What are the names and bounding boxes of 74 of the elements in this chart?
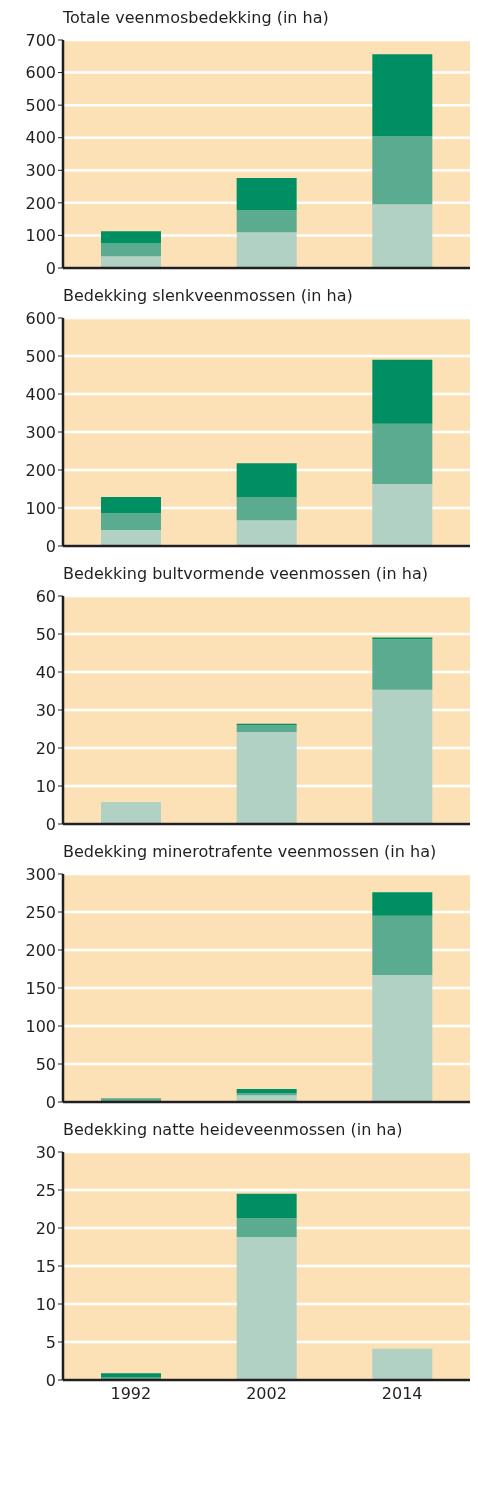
y-tick-label: 100 bbox=[25, 498, 56, 518]
bar bbox=[372, 204, 433, 268]
bar bbox=[236, 178, 297, 211]
y-tick-label: 0 bbox=[45, 536, 56, 556]
y-tick-label: 25 bbox=[35, 1180, 56, 1200]
bar bbox=[236, 1237, 297, 1380]
bar bbox=[236, 732, 297, 824]
y-tick-label: 700 bbox=[25, 30, 56, 50]
y-tick-label: 400 bbox=[25, 384, 56, 404]
y-tick-label: 30 bbox=[35, 1142, 56, 1162]
bar bbox=[372, 423, 433, 485]
chart-title: Bedekking slenkveenmossen (in ha) bbox=[63, 286, 354, 307]
bar bbox=[100, 530, 161, 546]
bar bbox=[236, 232, 297, 268]
y-tick-label: 500 bbox=[25, 95, 56, 115]
bar bbox=[236, 496, 297, 521]
y-tick-label: 400 bbox=[25, 128, 56, 148]
bar bbox=[236, 210, 297, 233]
chart-title: Bedekking bultvormende veenmossen (in ha) bbox=[63, 564, 429, 585]
y-tick-label: 200 bbox=[25, 940, 56, 960]
bar bbox=[100, 513, 161, 531]
y-tick-label: 0 bbox=[45, 1370, 56, 1390]
bar bbox=[372, 639, 433, 690]
y-tick-label: 15 bbox=[35, 1256, 56, 1276]
y-tick-label: 150 bbox=[25, 978, 56, 998]
chart-title: Totale veenmosbedekking (in ha) bbox=[63, 8, 330, 29]
chart-title: Bedekking natte heideveenmossen (in ha) bbox=[63, 1120, 404, 1141]
bar bbox=[372, 975, 433, 1102]
y-tick-label: 10 bbox=[35, 776, 56, 796]
bar bbox=[236, 520, 297, 546]
y-tick-label: 200 bbox=[25, 460, 56, 480]
x-tick-label: 2002 bbox=[246, 1384, 287, 1404]
bar bbox=[236, 463, 297, 497]
chart-title: Bedekking minerotrafente veenmossen (in ha) bbox=[63, 842, 438, 863]
y-tick-label: 300 bbox=[25, 864, 56, 884]
y-tick-label: 40 bbox=[35, 662, 56, 682]
x-tick-label: 1992 bbox=[110, 1384, 152, 1404]
bar bbox=[100, 242, 161, 257]
y-tick-label: 300 bbox=[25, 160, 56, 180]
y-tick-label: 5 bbox=[45, 1332, 56, 1352]
bar bbox=[372, 892, 433, 916]
y-tick-label: 30 bbox=[35, 700, 56, 720]
bar bbox=[100, 231, 161, 243]
bar bbox=[372, 689, 433, 824]
y-tick-label: 50 bbox=[35, 1054, 56, 1074]
y-tick-label: 20 bbox=[35, 738, 56, 758]
y-tick-label: 500 bbox=[25, 346, 56, 366]
bar bbox=[372, 359, 433, 424]
y-tick-label: 100 bbox=[25, 226, 56, 246]
bar bbox=[236, 1218, 297, 1238]
y-tick-label: 0 bbox=[45, 814, 56, 834]
y-tick-label: 50 bbox=[35, 624, 56, 644]
y-tick-label: 100 bbox=[25, 1016, 56, 1036]
x-tick-label: 2014 bbox=[381, 1384, 423, 1404]
bar bbox=[100, 496, 161, 514]
y-tick-label: 20 bbox=[35, 1218, 56, 1238]
y-tick-label: 600 bbox=[25, 308, 56, 328]
y-tick-label: 300 bbox=[25, 422, 56, 442]
y-tick-label: 10 bbox=[35, 1294, 56, 1314]
bar bbox=[372, 54, 433, 137]
y-tick-label: 60 bbox=[35, 586, 56, 606]
bar bbox=[372, 484, 433, 546]
y-tick-label: 250 bbox=[25, 902, 56, 922]
bar bbox=[372, 915, 433, 976]
y-tick-label: 0 bbox=[45, 1092, 56, 1112]
bar bbox=[100, 256, 161, 268]
bar bbox=[372, 1348, 433, 1380]
bar bbox=[100, 801, 161, 824]
y-tick-label: 600 bbox=[25, 63, 56, 83]
bar bbox=[236, 725, 297, 733]
y-tick-label: 200 bbox=[25, 193, 56, 213]
bar bbox=[236, 1193, 297, 1219]
bar bbox=[372, 136, 433, 205]
y-tick-label: 0 bbox=[45, 258, 56, 278]
